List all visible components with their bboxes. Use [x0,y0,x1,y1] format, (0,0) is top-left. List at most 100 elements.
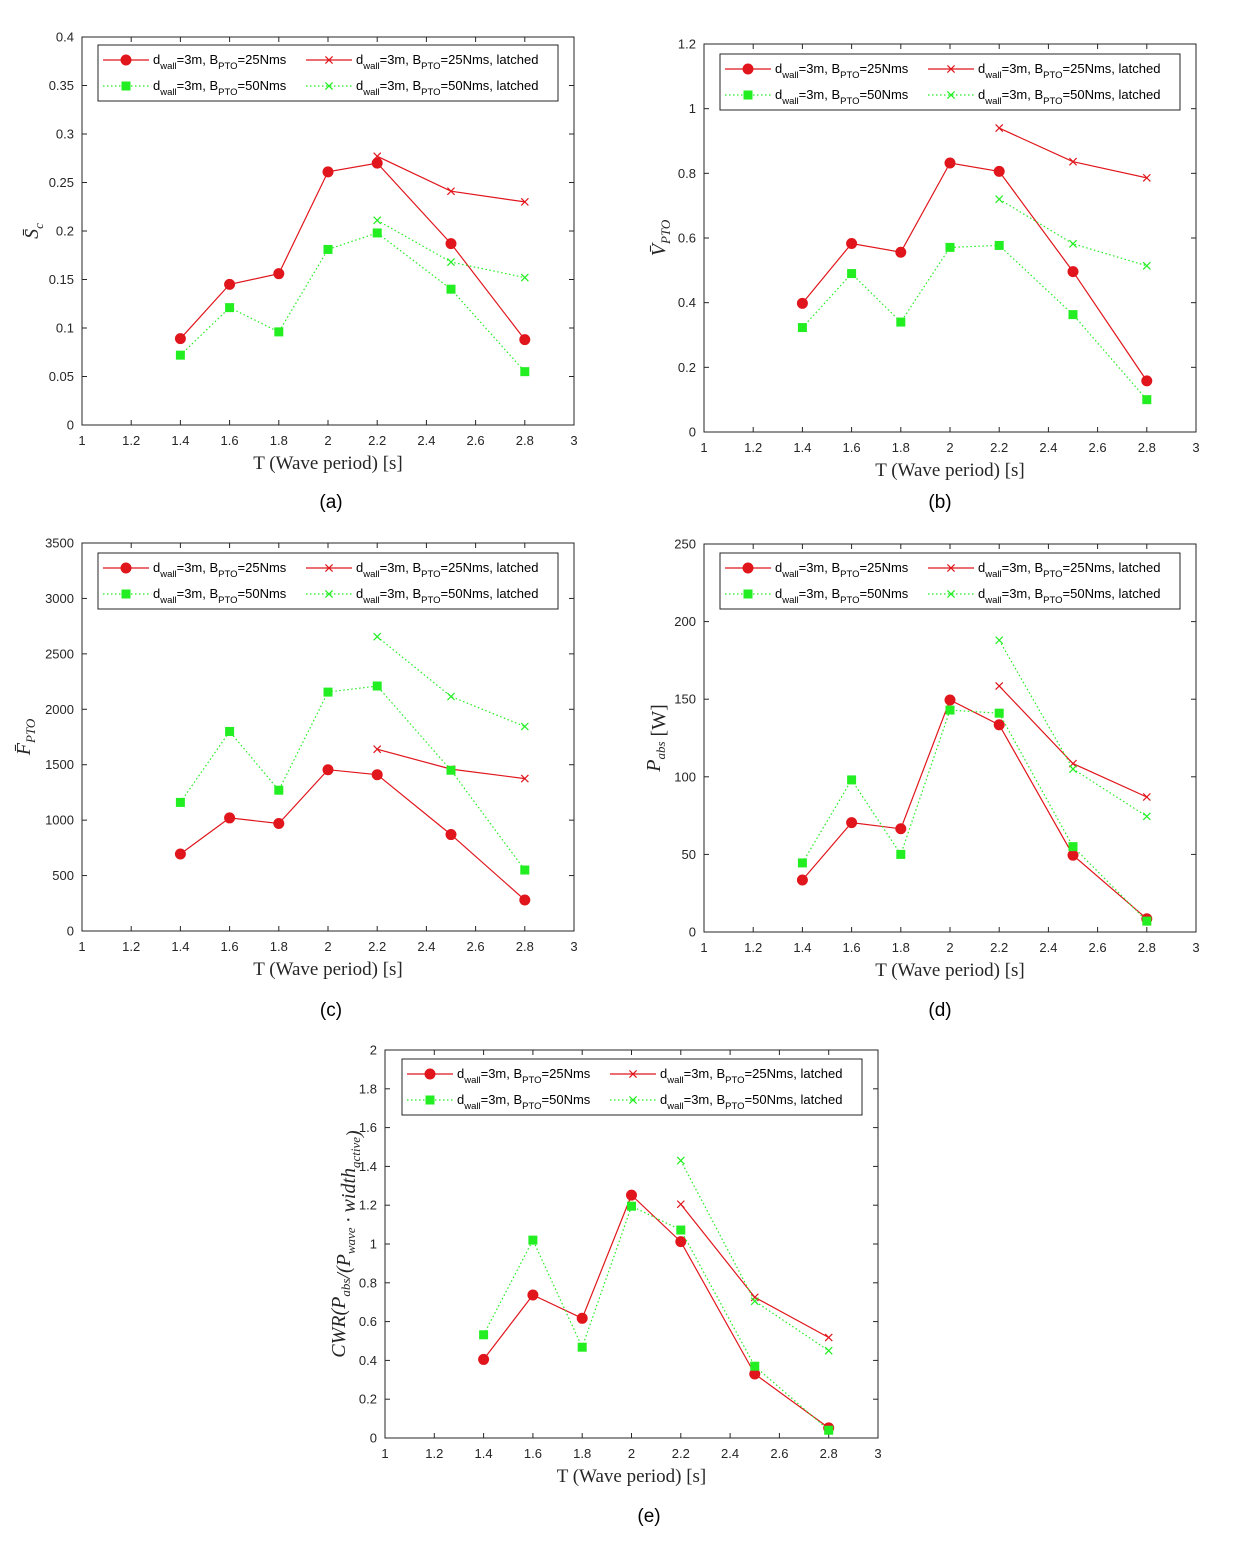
data-point [750,1293,759,1302]
data-point [846,817,858,829]
series-3 [479,1201,834,1435]
legend-marker [946,589,956,599]
series-2 [676,1200,833,1342]
legend-marker [324,55,334,65]
y-tick-label: 0.8 [678,166,696,181]
y-tick-label: 1.2 [359,1198,377,1213]
legend-label: dwall=3m, BPTO=25Nms, latched [660,1066,842,1086]
legend-label: dwall=3m, BPTO=25Nms, latched [356,560,538,580]
y-tick-label: 1 [689,101,696,116]
legend: dwall=3m, BPTO=25Nms dwall=3m, BPTO=25Nms… [97,552,559,610]
data-point [373,632,382,641]
x-tick-label: 2 [628,1446,635,1461]
data-point [1067,266,1079,278]
x-tick-label: 2.4 [417,939,435,954]
legend-label: dwall=3m, BPTO=25Nms [153,52,287,72]
data-point [446,187,456,196]
y-tick-label: 3000 [45,591,74,606]
x-tick-label: 3 [874,1446,881,1461]
legend-marker [628,1069,638,1079]
legend-box [97,552,559,610]
data-point [225,726,235,736]
data-point [373,745,382,754]
data-point [824,1333,833,1342]
legend-label: dwall=3m, BPTO=50Nms [775,586,909,606]
legend-box [97,44,559,102]
legend-label: dwall=3m, BPTO=50Nms [153,586,287,606]
y-axis-label: F̄PTO [13,718,38,756]
data-point [520,774,529,783]
y-tick-label: 0.2 [56,224,74,239]
data-point [626,1189,637,1201]
y-tick-label: 0 [689,425,696,440]
legend-label: dwall=3m, BPTO=50Nms, latched [356,78,538,98]
x-tick-label: 1.8 [270,939,288,954]
data-point [944,694,956,706]
x-axis-label: T (Wave period) [s] [875,960,1025,981]
data-point [896,849,906,859]
legend-marker [946,563,956,573]
y-tick-label: 1.4 [359,1159,377,1174]
x-tick-label: 2.4 [1039,440,1057,455]
x-tick-label: 1.8 [892,440,910,455]
x-tick-label: 2.6 [770,1446,788,1461]
data-point [274,327,284,337]
y-tick-label: 200 [674,614,696,629]
legend-marker [121,589,131,599]
data-point [895,823,907,835]
series-line [998,198,1147,267]
legend-label: dwall=3m, BPTO=50Nms [457,1092,591,1112]
legend-box [719,53,1181,111]
figure-caption: (b) [928,492,951,513]
x-tick-label: 2.2 [672,1446,690,1461]
series-1 [796,157,1153,387]
data-point [750,1361,760,1371]
data-point [1068,239,1078,248]
y-tick-label: 1.2 [678,37,696,52]
y-tick-label: 0.05 [49,369,74,384]
legend-marker [946,64,956,74]
data-point [323,687,333,697]
x-tick-label: 1.2 [744,440,762,455]
y-tick-label: 0.6 [678,231,696,246]
chart-4: 1 1.2 1.4 1.6 1.8 2 2.2 2.4 2.6 2.8 3 0 50 100 150 200 2… [643,537,1200,1022]
data-point [1142,916,1152,926]
x-tick-label: 2.6 [1089,940,1107,955]
series-3 [797,240,1152,405]
plot-area [81,36,575,426]
data-point [322,764,334,776]
data-point [993,165,1005,177]
x-tick-label: 3 [1192,440,1199,455]
y-tick-label: 0 [67,418,74,433]
x-tick-label: 1.6 [843,440,861,455]
legend-marker [324,563,334,573]
legend-marker [742,63,754,75]
y-tick-label: 0.4 [359,1353,377,1368]
x-axis-label: T (Wave period) [s] [875,460,1025,481]
y-axis-label: V̄PTO [648,219,673,256]
data-point [796,297,808,309]
legend-box [719,552,1181,610]
data-point [1068,157,1078,166]
x-tick-label: 1.8 [892,940,910,955]
data-point [577,1342,587,1352]
y-tick-label: 500 [52,868,74,883]
x-tick-label: 3 [570,939,577,954]
legend: dwall=3m, BPTO=25Nms dwall=3m, BPTO=25Nms… [719,552,1181,610]
data-point [847,269,857,279]
x-tick-label: 2.2 [368,939,386,954]
legend-label: dwall=3m, BPTO=50Nms [153,78,287,98]
y-tick-label: 0.15 [49,272,74,287]
x-axis-label: T (Wave period) [s] [557,1466,707,1487]
data-point [895,246,907,258]
data-point [676,1156,685,1165]
x-tick-label: 1 [381,1446,388,1461]
data-point [1141,375,1153,387]
x-tick-label: 1 [78,939,85,954]
data-point [446,765,456,775]
y-tick-label: 2000 [45,702,74,717]
data-point [323,244,333,254]
figure-caption: (a) [319,492,342,513]
data-point [1142,792,1151,802]
data-point [445,829,457,841]
